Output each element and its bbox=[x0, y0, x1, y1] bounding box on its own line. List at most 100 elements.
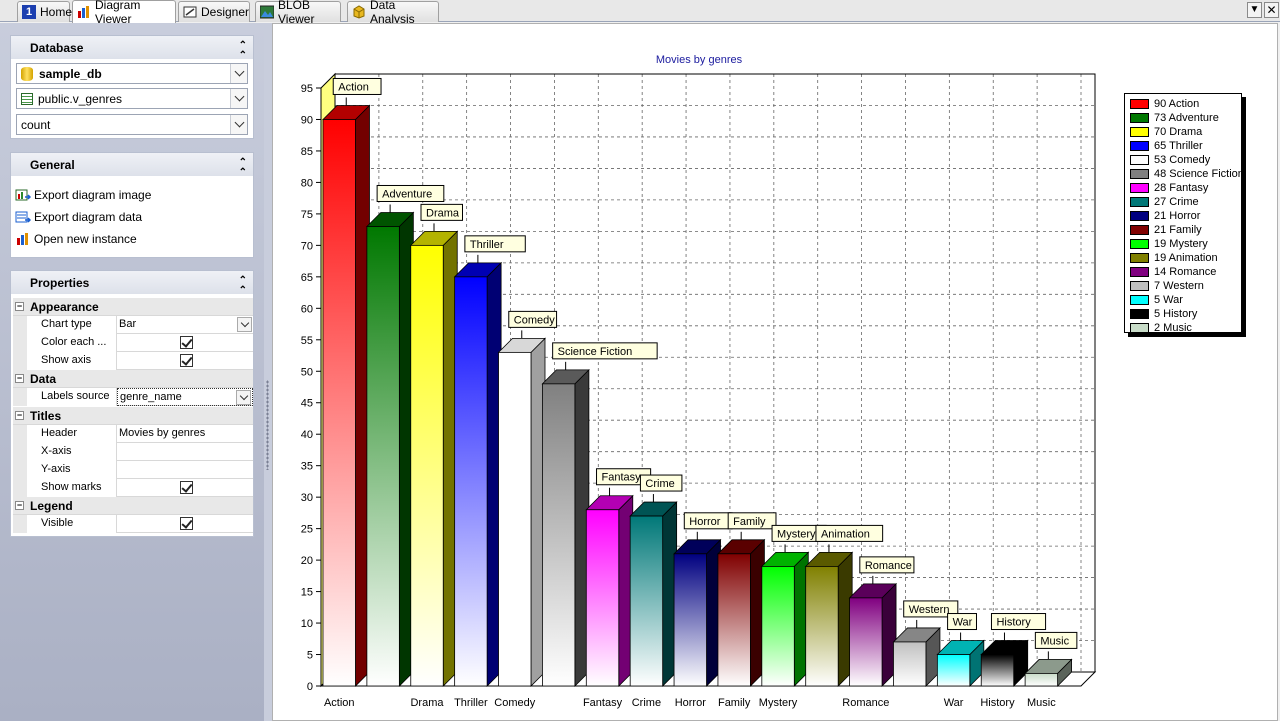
legend-item: 5 War bbox=[1130, 293, 1183, 307]
category-appearance[interactable]: − Appearance bbox=[13, 298, 253, 316]
chevron-down-icon[interactable] bbox=[230, 115, 247, 134]
legend-swatch bbox=[1130, 155, 1149, 165]
field-select[interactable]: count bbox=[16, 114, 248, 135]
y-tick-label: 20 bbox=[301, 555, 313, 567]
legend-item: 14 Romance bbox=[1130, 265, 1216, 279]
y-tick-label: 10 bbox=[301, 618, 313, 630]
bar-front bbox=[673, 553, 707, 687]
tab-label: Designer bbox=[201, 5, 250, 19]
tab-bar: 1 Home Diagram Viewer Designer BLOB View… bbox=[0, 0, 1280, 26]
chevron-down-icon[interactable] bbox=[237, 317, 252, 332]
section-title: General bbox=[30, 157, 75, 172]
export-diagram-image-link[interactable]: Export diagram image bbox=[15, 188, 151, 202]
property-color-each[interactable]: Color each ... bbox=[13, 334, 253, 352]
property-header[interactable]: Header Movies by genres bbox=[13, 425, 253, 443]
general-section: General ⌃ ⌃ Export diagram image Export d… bbox=[10, 152, 254, 258]
chevron-down-icon[interactable] bbox=[236, 390, 251, 405]
property-labels-source[interactable]: Labels source genre_name bbox=[13, 388, 253, 406]
mark-label-box bbox=[639, 474, 683, 492]
property-y-axis[interactable]: Y-axis bbox=[13, 461, 253, 479]
tab-diagram-viewer[interactable]: Diagram Viewer bbox=[72, 0, 176, 26]
x-axis-input[interactable] bbox=[117, 443, 253, 461]
collapse-toggle-icon[interactable]: − bbox=[15, 373, 24, 383]
close-tab-button[interactable]: ✕ bbox=[1264, 2, 1279, 18]
property-show-axis[interactable]: Show axis bbox=[13, 352, 253, 370]
mark-label: History bbox=[996, 617, 1031, 629]
section-title: Properties bbox=[30, 275, 90, 290]
mark-label: Action bbox=[338, 81, 369, 93]
database-header[interactable]: Database ⌃ ⌃ bbox=[11, 36, 253, 61]
collapse-toggle-icon[interactable]: − bbox=[15, 500, 24, 510]
labels-source-select[interactable]: genre_name bbox=[117, 388, 253, 406]
tab-blob-viewer[interactable]: BLOB Viewer bbox=[255, 0, 341, 26]
color-each-checkbox[interactable] bbox=[180, 336, 193, 349]
tab-designer[interactable]: Designer bbox=[178, 1, 250, 22]
collapse-toggle-icon[interactable]: − bbox=[15, 410, 24, 420]
field-value: count bbox=[21, 117, 51, 132]
bar bbox=[892, 626, 941, 687]
tab-label: Diagram Viewer bbox=[95, 0, 141, 26]
collapse-icon[interactable]: ⌃ ⌃ bbox=[238, 157, 247, 178]
mark-label-box bbox=[376, 184, 445, 202]
legend-swatch bbox=[1130, 323, 1149, 333]
mark-label: Animation bbox=[821, 528, 870, 540]
splitter-grip-icon[interactable] bbox=[266, 380, 269, 470]
bar-front bbox=[366, 226, 400, 687]
home-icon: 1 bbox=[22, 5, 36, 19]
y-tick-label: 85 bbox=[301, 146, 313, 158]
bar bbox=[760, 551, 810, 687]
y-axis-input[interactable] bbox=[117, 461, 253, 479]
property-visible[interactable]: Visible bbox=[13, 515, 253, 533]
x-tick-label: Mystery bbox=[759, 697, 798, 709]
legend-visible-checkbox[interactable] bbox=[180, 517, 193, 530]
legend-item: 90 Action bbox=[1130, 97, 1199, 111]
bar-front bbox=[849, 597, 883, 687]
category-titles[interactable]: − Titles bbox=[13, 407, 253, 425]
x-tick-label: History bbox=[980, 697, 1015, 709]
mark-label-box bbox=[552, 342, 658, 360]
panel-splitter[interactable] bbox=[264, 23, 272, 721]
bar-front bbox=[585, 509, 620, 687]
x-tick-label: War bbox=[944, 697, 964, 709]
properties-header[interactable]: Properties ⌃ ⌃ bbox=[11, 271, 253, 296]
mark-label: Science Fiction bbox=[558, 346, 633, 358]
tab-home[interactable]: 1 Home bbox=[17, 1, 72, 22]
show-axis-checkbox[interactable] bbox=[180, 354, 193, 367]
collapse-icon[interactable]: ⌃ ⌃ bbox=[238, 275, 247, 296]
legend-label: 19 Mystery bbox=[1154, 238, 1208, 250]
chevron-down-icon[interactable] bbox=[230, 89, 247, 108]
category-legend[interactable]: − Legend bbox=[13, 497, 253, 515]
view-select[interactable]: public.v_genres bbox=[16, 88, 248, 109]
x-tick-label: Horror bbox=[675, 697, 707, 709]
show-marks-checkbox[interactable] bbox=[180, 481, 193, 494]
collapse-icon[interactable]: ⌃ ⌃ bbox=[238, 40, 247, 61]
legend-label: 21 Family bbox=[1154, 224, 1202, 236]
chart-title: Movies by genres bbox=[655, 54, 743, 66]
collapse-toggle-icon[interactable]: − bbox=[15, 301, 24, 311]
export-diagram-data-link[interactable]: Export diagram data bbox=[15, 210, 142, 224]
category-data[interactable]: − Data bbox=[13, 370, 253, 388]
bar bbox=[848, 582, 898, 687]
legend-swatch bbox=[1130, 211, 1149, 221]
legend-label: 48 Science Fiction bbox=[1154, 168, 1244, 180]
header-input[interactable]: Movies by genres bbox=[119, 427, 206, 439]
chevron-down-icon[interactable] bbox=[230, 64, 247, 83]
property-show-marks[interactable]: Show marks bbox=[13, 479, 253, 497]
legend-swatch bbox=[1130, 239, 1149, 249]
tab-list-dropdown-button[interactable]: ▼ bbox=[1247, 2, 1262, 18]
legend-label: 19 Animation bbox=[1154, 252, 1218, 264]
y-tick-label: 35 bbox=[301, 461, 313, 473]
database-icon bbox=[21, 66, 33, 81]
chart-type-select[interactable]: Bar bbox=[117, 316, 253, 334]
y-tick-label: 25 bbox=[301, 524, 313, 536]
open-new-instance-link[interactable]: Open new instance bbox=[15, 232, 137, 246]
property-x-axis[interactable]: X-axis bbox=[13, 443, 253, 461]
tab-data-analysis[interactable]: Data Analysis bbox=[347, 0, 439, 26]
property-chart-type[interactable]: Chart type Bar bbox=[13, 316, 253, 334]
mark-label: Comedy bbox=[514, 314, 555, 326]
bar-front bbox=[980, 654, 1015, 687]
general-header[interactable]: General ⌃ ⌃ bbox=[11, 153, 253, 178]
mark-label: Thriller bbox=[470, 239, 504, 251]
database-select[interactable]: sample_db bbox=[16, 63, 248, 84]
x-tick-label: Action bbox=[324, 697, 355, 709]
